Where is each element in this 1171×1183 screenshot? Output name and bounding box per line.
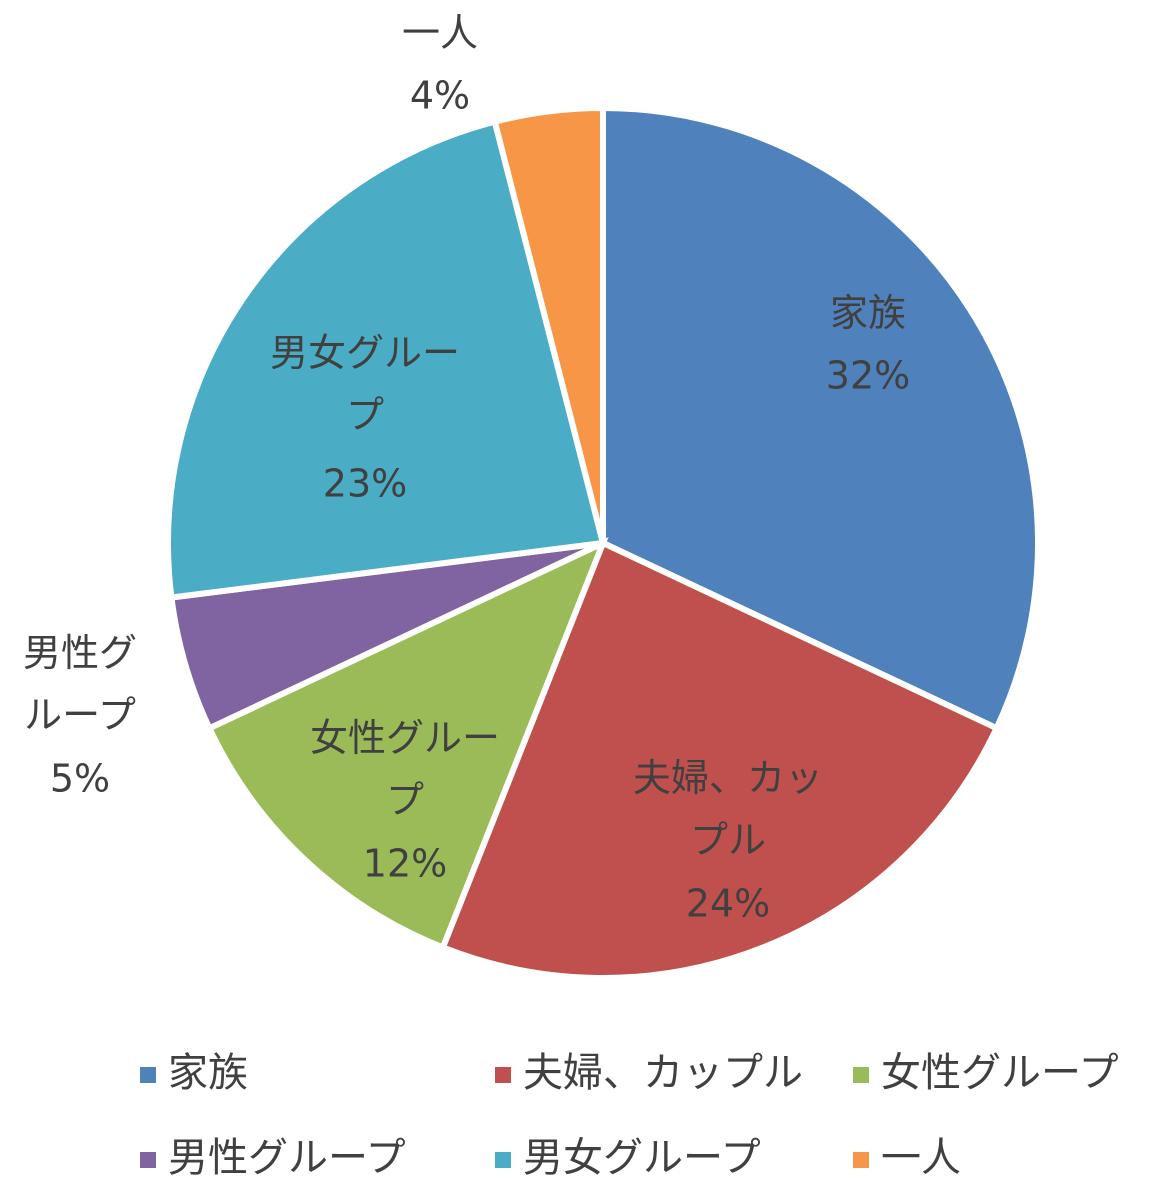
- slice-label: 女性グループ: [310, 716, 500, 822]
- legend-label: 男女グループ: [523, 1135, 761, 1181]
- legend-swatch: [853, 1152, 869, 1168]
- legend-label: 夫婦、カップル: [523, 1050, 803, 1096]
- pie-slice: [165, 118, 607, 601]
- legend-swatch: [495, 1067, 511, 1083]
- value-label: 5%: [50, 757, 110, 801]
- slice-label: 男女グループ: [270, 331, 460, 437]
- value-label: 12%: [363, 842, 447, 886]
- legend-label: 女性グループ: [881, 1050, 1119, 1096]
- legend-swatch: [140, 1152, 156, 1168]
- value-label: 32%: [826, 354, 910, 398]
- pie-slice: [600, 104, 1041, 733]
- slice-label: 一人: [402, 11, 478, 55]
- slice-label: 家族: [830, 291, 906, 335]
- legend-label: 一人: [881, 1135, 961, 1181]
- pie-slice: [491, 104, 606, 544]
- value-label: 4%: [410, 74, 470, 118]
- pie-slice: [438, 538, 1001, 981]
- value-label: 24%: [686, 882, 770, 926]
- pie-slice: [205, 537, 609, 952]
- slice-label: 男性グループ: [23, 631, 137, 737]
- legend-swatch: [853, 1067, 869, 1083]
- value-label: 23%: [323, 462, 407, 506]
- legend-label: 男性グループ: [168, 1135, 406, 1181]
- slice-label: 夫婦、カップル: [633, 756, 823, 862]
- legend-swatch: [495, 1152, 511, 1168]
- legend-swatch: [140, 1067, 156, 1083]
- legend-label: 家族: [168, 1050, 248, 1096]
